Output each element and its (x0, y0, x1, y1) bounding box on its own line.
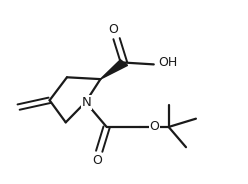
Text: O: O (109, 23, 119, 36)
Text: O: O (150, 121, 159, 133)
Polygon shape (100, 60, 127, 79)
Text: O: O (92, 154, 102, 167)
Text: OH: OH (158, 56, 177, 69)
Text: N: N (81, 96, 91, 109)
